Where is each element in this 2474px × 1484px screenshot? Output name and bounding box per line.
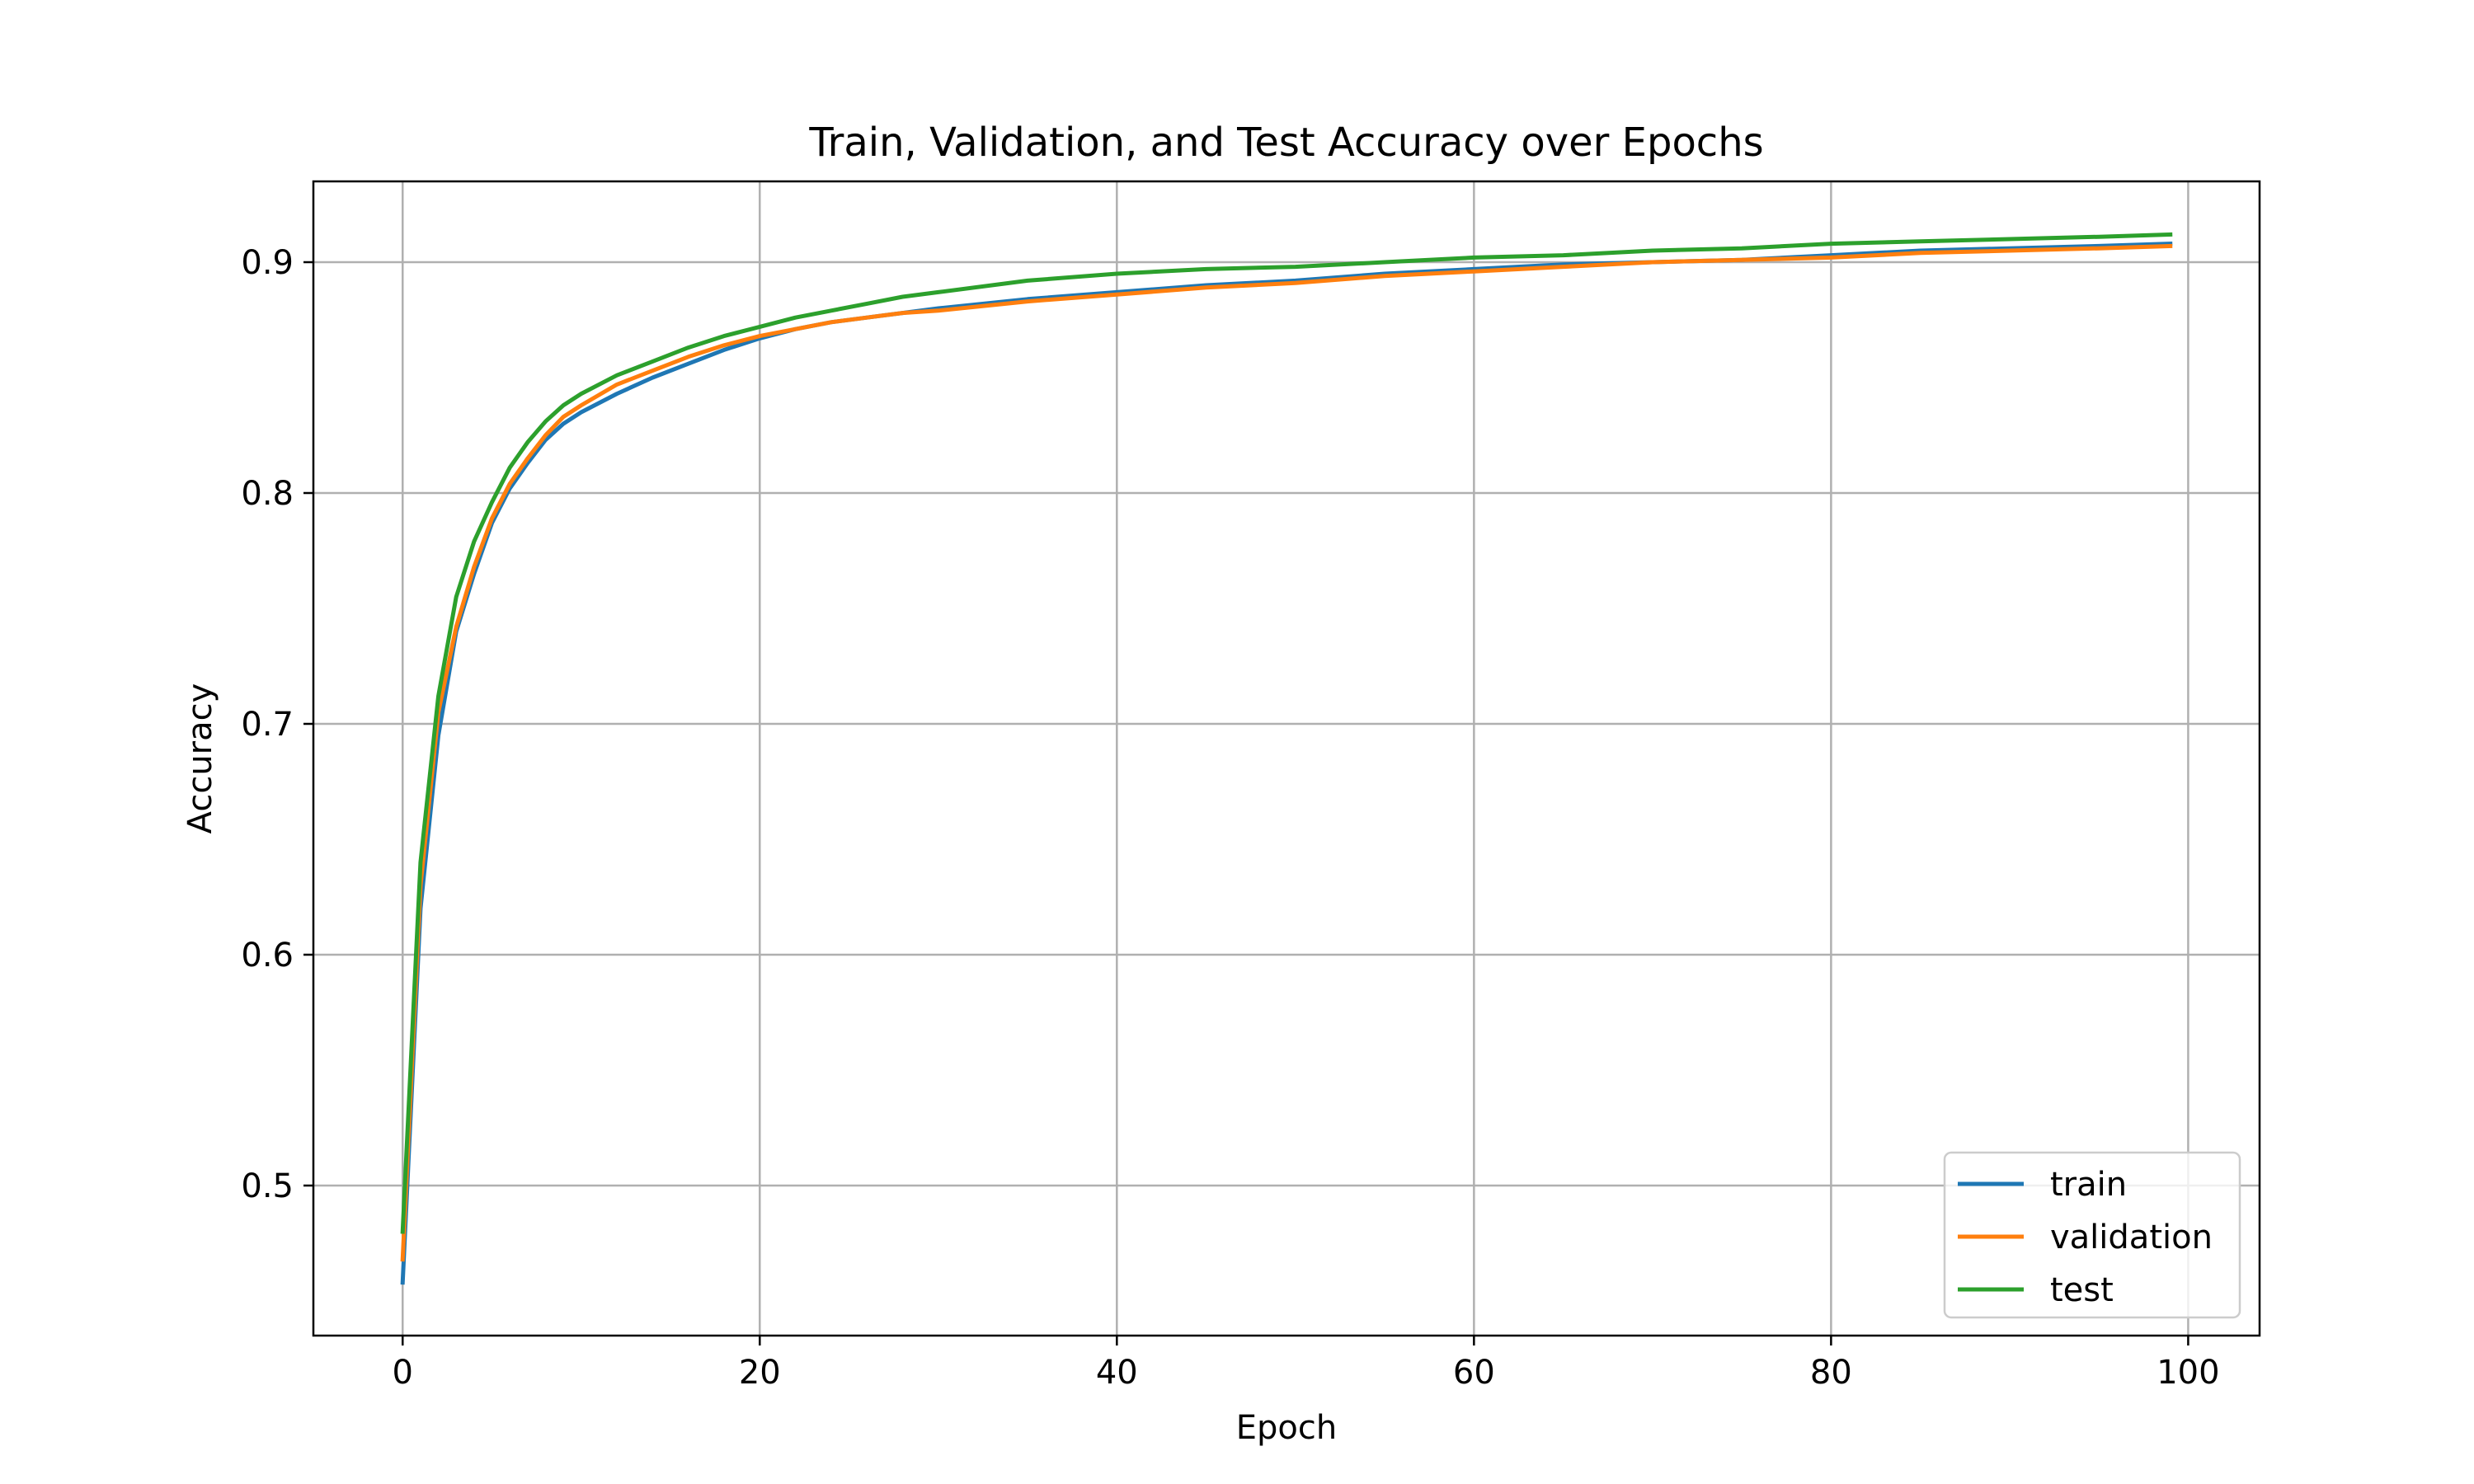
x-tick-label: 80	[1810, 1354, 1852, 1392]
grid	[313, 181, 2260, 1336]
series-layer	[400, 232, 2173, 1285]
legend-label-validation: validation	[2050, 1219, 2213, 1256]
x-axis-label: Epoch	[1236, 1409, 1337, 1447]
legend: train validation test	[1943, 1151, 2241, 1319]
series-line-test	[400, 232, 2173, 1234]
series-line-validation	[400, 243, 2173, 1262]
legend-label-test: test	[2050, 1271, 2114, 1309]
y-tick-label: 0.7	[241, 706, 294, 744]
y-tick-label: 0.6	[241, 937, 294, 974]
x-tick-label: 20	[739, 1354, 781, 1392]
x-tick-label: 0	[393, 1354, 413, 1392]
chart-title: Train, Validation, and Test Accuracy ove…	[808, 120, 1763, 166]
x-axis: 0 20 40 60 80 100	[393, 1336, 2220, 1392]
y-tick-label: 0.8	[241, 475, 294, 513]
x-tick-label: 100	[2157, 1354, 2219, 1392]
y-tick-label: 0.5	[241, 1167, 294, 1205]
y-axis-label: Accuracy	[181, 683, 219, 834]
legend-label-train: train	[2050, 1166, 2127, 1204]
y-axis: 0.5 0.6 0.7 0.8 0.9	[241, 244, 313, 1205]
x-tick-label: 60	[1453, 1354, 1495, 1392]
legend-box	[1943, 1151, 2241, 1319]
x-tick-label: 40	[1096, 1354, 1138, 1392]
y-tick-label: 0.9	[241, 244, 294, 282]
plot-frame	[312, 180, 2261, 1337]
